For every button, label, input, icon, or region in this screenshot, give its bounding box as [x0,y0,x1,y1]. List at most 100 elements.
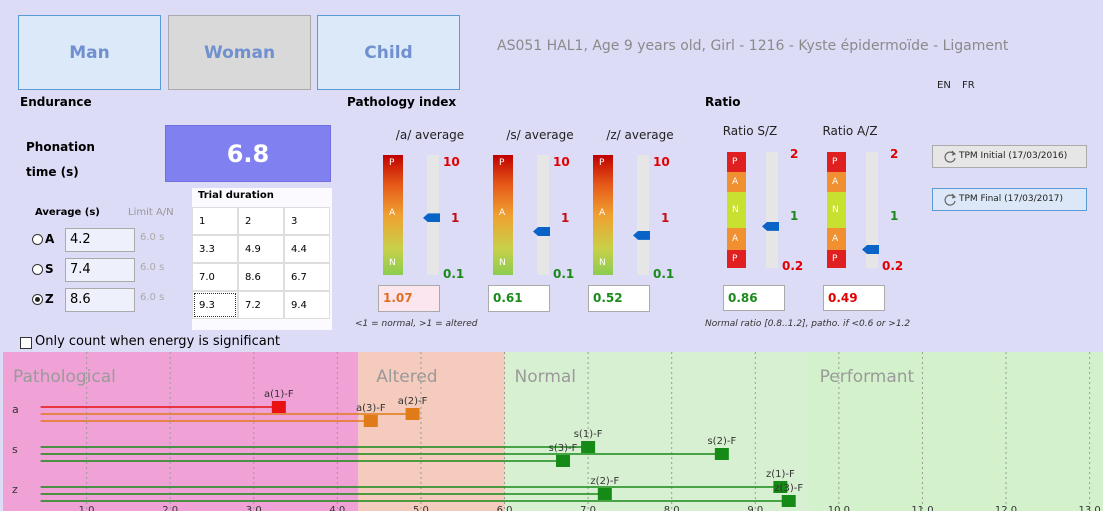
average-input[interactable]: 7.4 [65,258,135,282]
index-value: 0.61 [488,285,550,312]
marker-label: a(1)-F [264,389,294,400]
scale-label: 2 [790,147,799,161]
ratio-zone: A [727,172,746,192]
marker-label: z(3)-F [774,483,803,494]
slider-thumb[interactable] [762,221,779,231]
profile-button[interactable]: Woman [168,15,311,90]
checkbox[interactable] [20,337,32,349]
slider-track[interactable] [866,152,878,268]
scale-label: 0.1 [553,267,575,281]
trial-marker [581,441,596,453]
x-tick-label: 1.0 [79,505,95,511]
slider-track[interactable] [637,155,649,275]
slider-track[interactable] [766,152,778,268]
trial-cell[interactable]: 3.3 [192,235,238,263]
average-label: Average (s) [35,207,100,218]
tpm-button[interactable]: TPM Final (17/03/2017) [932,188,1087,211]
tpm-button[interactable]: TPM Initial (17/03/2016) [932,145,1087,168]
ratio-zone: P [827,152,846,172]
zone-letter: N [499,258,506,268]
language-link[interactable]: FR [962,80,975,91]
zone [358,352,505,511]
average-input[interactable]: 8.6 [65,288,135,312]
scale-label: 0.1 [653,267,675,281]
ratio-zone: P [727,250,746,268]
trial-cell[interactable]: 9.3 [192,291,238,319]
scale-label: 0.2 [782,259,804,273]
row-label: s [12,443,18,456]
zone-letter: A [389,208,396,218]
trial-chart: Pathological Altered Normal Performant 1.0 2.… [3,352,1103,511]
x-tick-label: 10.0 [828,505,850,511]
table-header: 2 [238,207,284,235]
index-title: /s/ average [506,128,574,142]
tpm-label: TPM Initial (17/03/2016) [959,151,1068,161]
ratio-zone: A [827,228,846,250]
tpm-label: TPM Final (17/03/2017) [959,194,1064,204]
profile-button[interactable]: Child [317,15,460,90]
trial-cell[interactable]: 9.4 [284,291,330,319]
trial-marker [714,448,729,460]
row-label: a [12,403,19,416]
ratio-value: 0.86 [723,285,785,311]
slider-thumb[interactable] [423,213,440,223]
zone-letter: P [389,158,395,168]
profile-button[interactable]: Man [18,15,161,90]
zone-letter: A [499,208,506,218]
trial-cell[interactable]: 7.0 [192,263,238,291]
vowel-label: Z [45,292,54,306]
trial-cell[interactable]: 8.6 [238,263,284,291]
section-title: Ratio [705,95,741,109]
trial-cell[interactable]: 4.9 [238,235,284,263]
x-tick-label: 12.0 [995,505,1017,511]
radio-dot [35,297,40,302]
zone-name: Normal [515,367,577,387]
index-value: 1.07 [378,285,440,312]
zone-letter: N [389,258,396,268]
limit-value: 6.0 s [140,292,165,303]
x-tick-label: 7.0 [580,505,596,511]
ratio-zone: P [727,152,746,172]
patient-info: AS051 HAL1, Age 9 years old, Girl - 1216… [497,38,1009,54]
ratio-zone: A [827,172,846,192]
slider-track[interactable] [537,155,549,275]
trial-cell[interactable]: 4.4 [284,235,330,263]
trial-cell[interactable]: 7.2 [238,291,284,319]
radio[interactable] [32,294,43,305]
slider-thumb[interactable] [533,227,550,237]
trial-marker [773,481,788,493]
ratio-zone: N [827,192,846,228]
trial-title: Trial duration [198,190,274,201]
gradient-bar [383,155,403,275]
table-header: 3 [284,207,330,235]
slider-thumb[interactable] [862,244,879,254]
vowel-label: S [45,262,54,276]
gradient-bar [493,155,513,275]
x-tick-label: 3.0 [246,505,262,511]
note: Normal ratio [0.8..1.2], patho. if <0.6 … [705,319,911,329]
scale-label: 1 [661,211,670,225]
scale-label: 1 [561,211,570,225]
table-header: 1 [192,207,238,235]
radio[interactable] [32,234,43,245]
zone [504,352,810,511]
zone-letter: N [599,258,606,268]
index-title: /a/ average [395,128,465,142]
slider-thumb[interactable] [633,230,650,240]
zone [809,352,1103,511]
zone [3,352,359,511]
zone-letter: A [599,208,606,218]
zone-name: Performant [820,367,915,387]
refresh-arrow [951,193,957,199]
language-link[interactable]: EN [937,80,951,91]
scale-label: 1 [451,211,460,225]
ratio-zone: P [827,250,846,268]
phonation-value: 6.8 [165,125,331,182]
trial-marker [271,401,286,413]
trial-marker [597,488,612,500]
average-input[interactable]: 4.2 [65,228,135,252]
limit-value: 6.0 s [140,232,165,243]
refresh-arc [944,194,956,206]
trial-cell[interactable]: 6.7 [284,263,330,291]
radio[interactable] [32,264,43,275]
